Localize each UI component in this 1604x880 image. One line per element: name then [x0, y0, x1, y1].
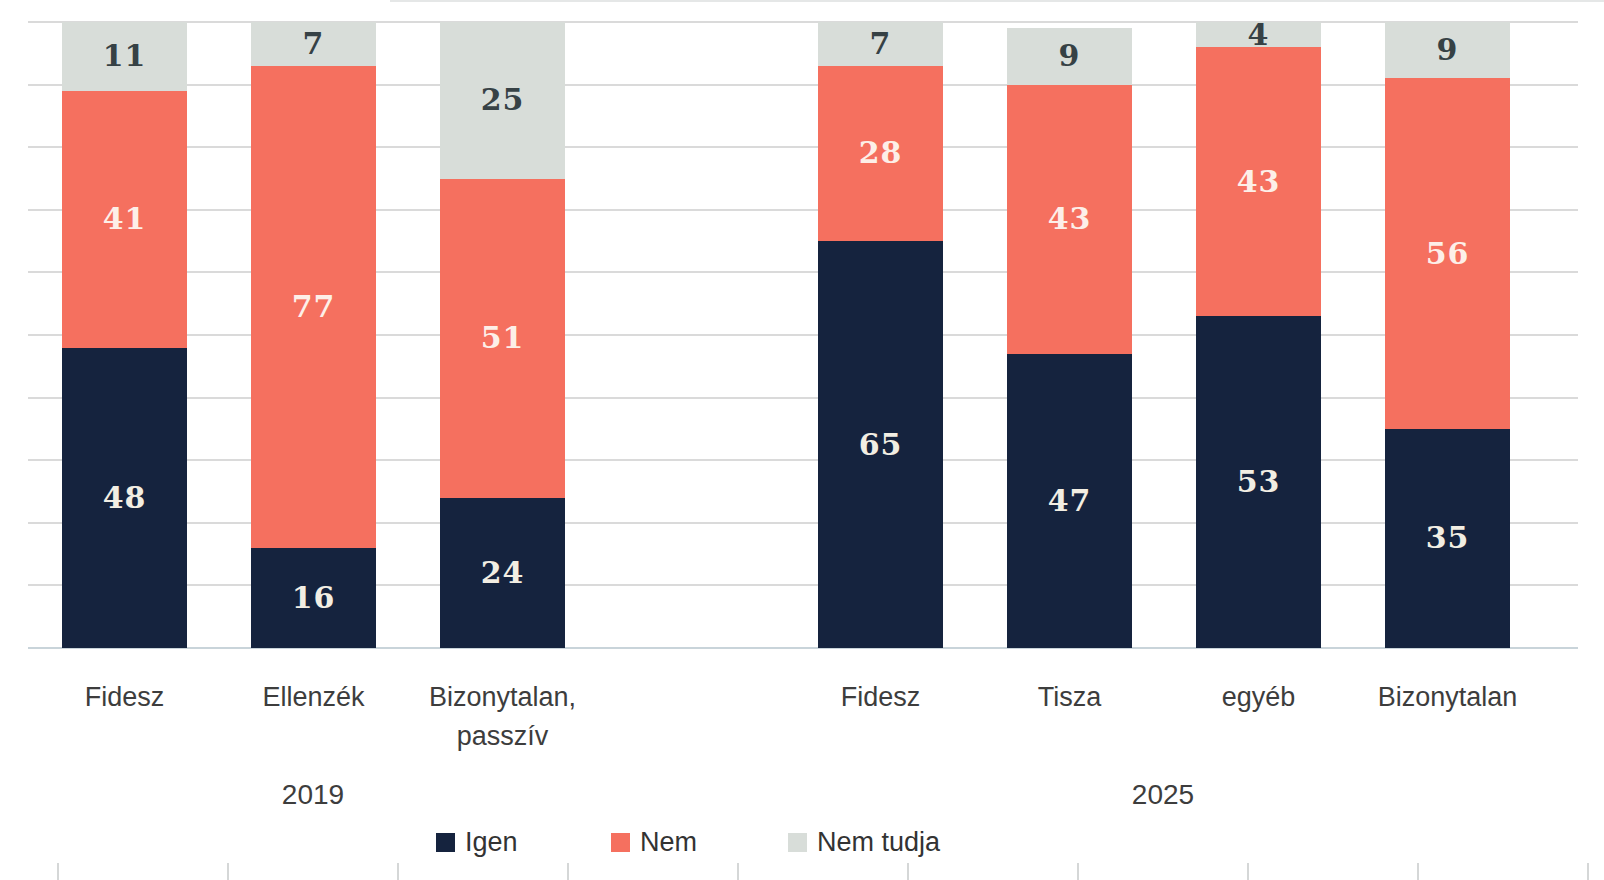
value-label: 9 — [1059, 41, 1081, 71]
bar-egyb-2025: 4 43 53 — [1196, 22, 1321, 648]
stacked-bar-chart: 1141487771625512472865943474435395635 Fi… — [0, 0, 1604, 880]
group-label-2019: 2019 — [203, 779, 423, 811]
value-label: 43 — [1048, 204, 1092, 234]
segment-nem-tudja: 4 — [1196, 22, 1321, 47]
legend-label-igen: Igen — [465, 829, 518, 856]
legend-label-nem: Nem — [640, 829, 697, 856]
bottom-tick — [1417, 863, 1419, 880]
value-label: 16 — [292, 583, 336, 613]
segment-nem-tudja: 25 — [440, 22, 565, 179]
bar-tisza-2025: 9 43 47 — [1007, 28, 1132, 648]
segment-nem: 41 — [62, 91, 187, 348]
segment-nem: 43 — [1196, 47, 1321, 316]
bottom-tick — [57, 863, 59, 880]
value-label: 4 — [1248, 20, 1270, 50]
value-label: 9 — [1437, 35, 1459, 65]
value-label: 28 — [859, 138, 903, 168]
category-label-ellenzk: Ellenzék — [214, 678, 414, 717]
legend-swatch-nem — [611, 833, 630, 852]
value-label: 77 — [292, 292, 336, 322]
legend-item-nem: Nem — [611, 829, 697, 856]
bottom-tick — [907, 863, 909, 880]
legend-swatch-igen — [436, 833, 455, 852]
segment-nem: 28 — [818, 66, 943, 241]
bottom-tick — [1077, 863, 1079, 880]
value-label: 7 — [303, 29, 325, 59]
category-label-fidesz: Fidesz — [781, 678, 981, 717]
segment-igen: 53 — [1196, 316, 1321, 648]
segment-igen: 47 — [1007, 354, 1132, 648]
legend-label-nem-tudja: Nem tudja — [817, 829, 940, 856]
bottom-tick — [227, 863, 229, 880]
segment-nem: 51 — [440, 179, 565, 498]
segment-igen: 24 — [440, 498, 565, 648]
value-label: 35 — [1426, 523, 1470, 553]
category-label-egyb: egyéb — [1159, 678, 1359, 717]
bar-bizonytalan-2025: 9 56 35 — [1385, 22, 1510, 648]
segment-igen: 65 — [818, 241, 943, 648]
group-label-2025: 2025 — [1053, 779, 1273, 811]
category-label-tisza: Tisza — [970, 678, 1170, 717]
bar-fidesz-2025: 7 28 65 — [818, 22, 943, 648]
value-label: 7 — [870, 29, 892, 59]
bar-ellenzk-2019: 77716 — [251, 22, 376, 648]
value-label: 65 — [859, 430, 903, 460]
segment-igen: 48 — [62, 348, 187, 648]
legend: Igen Nem Nem tudja — [0, 0, 1604, 880]
value-label: 51 — [481, 323, 525, 353]
value-label: 24 — [481, 558, 525, 588]
value-label: 47 — [1048, 486, 1092, 516]
segment-igen: 35 — [1385, 429, 1510, 648]
segment-nem: 77 — [251, 66, 376, 548]
value-label: 48 — [103, 483, 147, 513]
legend-swatch-nem-tudja — [788, 833, 807, 852]
bar-bizonytalan-2019: 25 51 24 — [440, 22, 565, 648]
bottom-tick — [1247, 863, 1249, 880]
bottom-tick — [397, 863, 399, 880]
category-label-fidesz: Fidesz — [25, 678, 225, 717]
bottom-tick — [567, 863, 569, 880]
top-border-artifact — [390, 0, 1604, 2]
segment-nem: 56 — [1385, 78, 1510, 429]
value-label: 11 — [103, 41, 147, 71]
segment-nem-tudja: 7 — [251, 22, 376, 66]
segment-igen: 16 — [251, 548, 376, 648]
value-label: 25 — [481, 85, 525, 115]
bottom-tick — [1587, 863, 1589, 880]
segment-nem-tudja: 9 — [1007, 28, 1132, 84]
value-label: 53 — [1237, 467, 1281, 497]
segment-nem-tudja: 7 — [818, 22, 943, 66]
legend-item-igen: Igen — [436, 829, 518, 856]
value-label: 43 — [1237, 167, 1281, 197]
category-label-bizonytalan: Bizonytalan — [1348, 678, 1548, 717]
bottom-tick — [737, 863, 739, 880]
legend-item-nem-tudja: Nem tudja — [788, 829, 940, 856]
value-label: 41 — [103, 204, 147, 234]
value-label: 56 — [1426, 239, 1470, 269]
segment-nem-tudja: 9 — [1385, 22, 1510, 78]
bar-fidesz-2019: 11 41 48 — [62, 22, 187, 648]
segment-nem-tudja: 11 — [62, 22, 187, 91]
segment-nem: 43 — [1007, 85, 1132, 354]
category-label-bizonytalan: Bizonytalan, passzív — [403, 678, 603, 756]
